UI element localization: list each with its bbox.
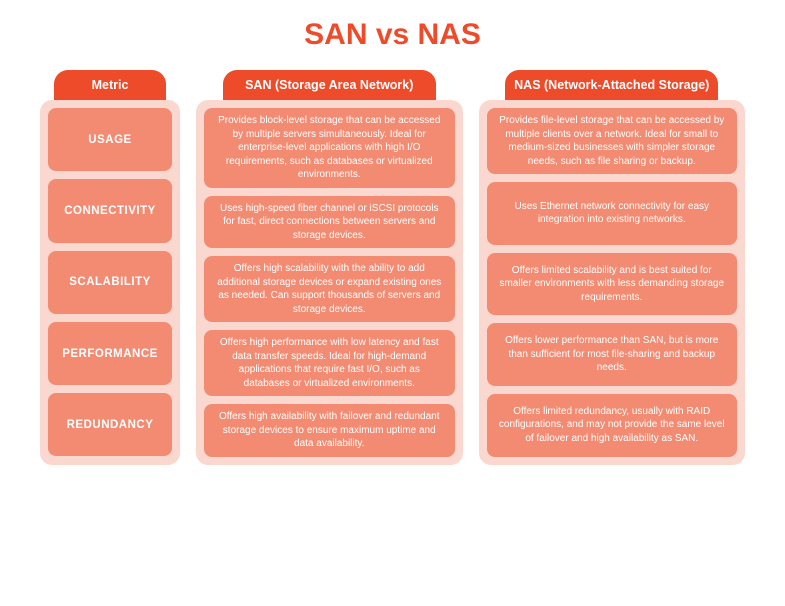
- column-header-metric: Metric: [54, 70, 166, 100]
- cell-nas: Offers limited scalability and is best s…: [487, 253, 738, 316]
- column-body-nas: Provides file-level storage that can be …: [479, 100, 746, 465]
- cell-nas: Uses Ethernet network connectivity for e…: [487, 182, 738, 245]
- page-title: SAN vs NAS: [0, 18, 785, 52]
- column-san: SAN (Storage Area Network) Provides bloc…: [196, 70, 463, 465]
- cell-nas: Offers lower performance than SAN, but i…: [487, 323, 738, 386]
- column-body-metric: USAGE CONNECTIVITY SCALABILITY PERFORMAN…: [40, 100, 180, 465]
- metric-label: REDUNDANCY: [48, 393, 172, 456]
- column-metric: Metric USAGE CONNECTIVITY SCALABILITY PE…: [40, 70, 180, 465]
- cell-san: Provides block-level storage that can be…: [204, 108, 455, 188]
- comparison-grid: Metric USAGE CONNECTIVITY SCALABILITY PE…: [0, 70, 785, 465]
- cell-nas: Offers limited redundancy, usually with …: [487, 394, 738, 457]
- column-body-san: Provides block-level storage that can be…: [196, 100, 463, 465]
- column-header-san: SAN (Storage Area Network): [223, 70, 436, 100]
- cell-san: Uses high-speed fiber channel or iSCSI p…: [204, 196, 455, 249]
- column-header-nas: NAS (Network-Attached Storage): [505, 70, 718, 100]
- metric-label: CONNECTIVITY: [48, 179, 172, 242]
- metric-label: PERFORMANCE: [48, 322, 172, 385]
- metric-label: USAGE: [48, 108, 172, 171]
- cell-san: Offers high scalability with the ability…: [204, 256, 455, 322]
- cell-nas: Provides file-level storage that can be …: [487, 108, 738, 174]
- cell-san: Offers high availability with failover a…: [204, 404, 455, 457]
- cell-san: Offers high performance with low latency…: [204, 330, 455, 396]
- column-nas: NAS (Network-Attached Storage) Provides …: [479, 70, 746, 465]
- metric-label: SCALABILITY: [48, 251, 172, 314]
